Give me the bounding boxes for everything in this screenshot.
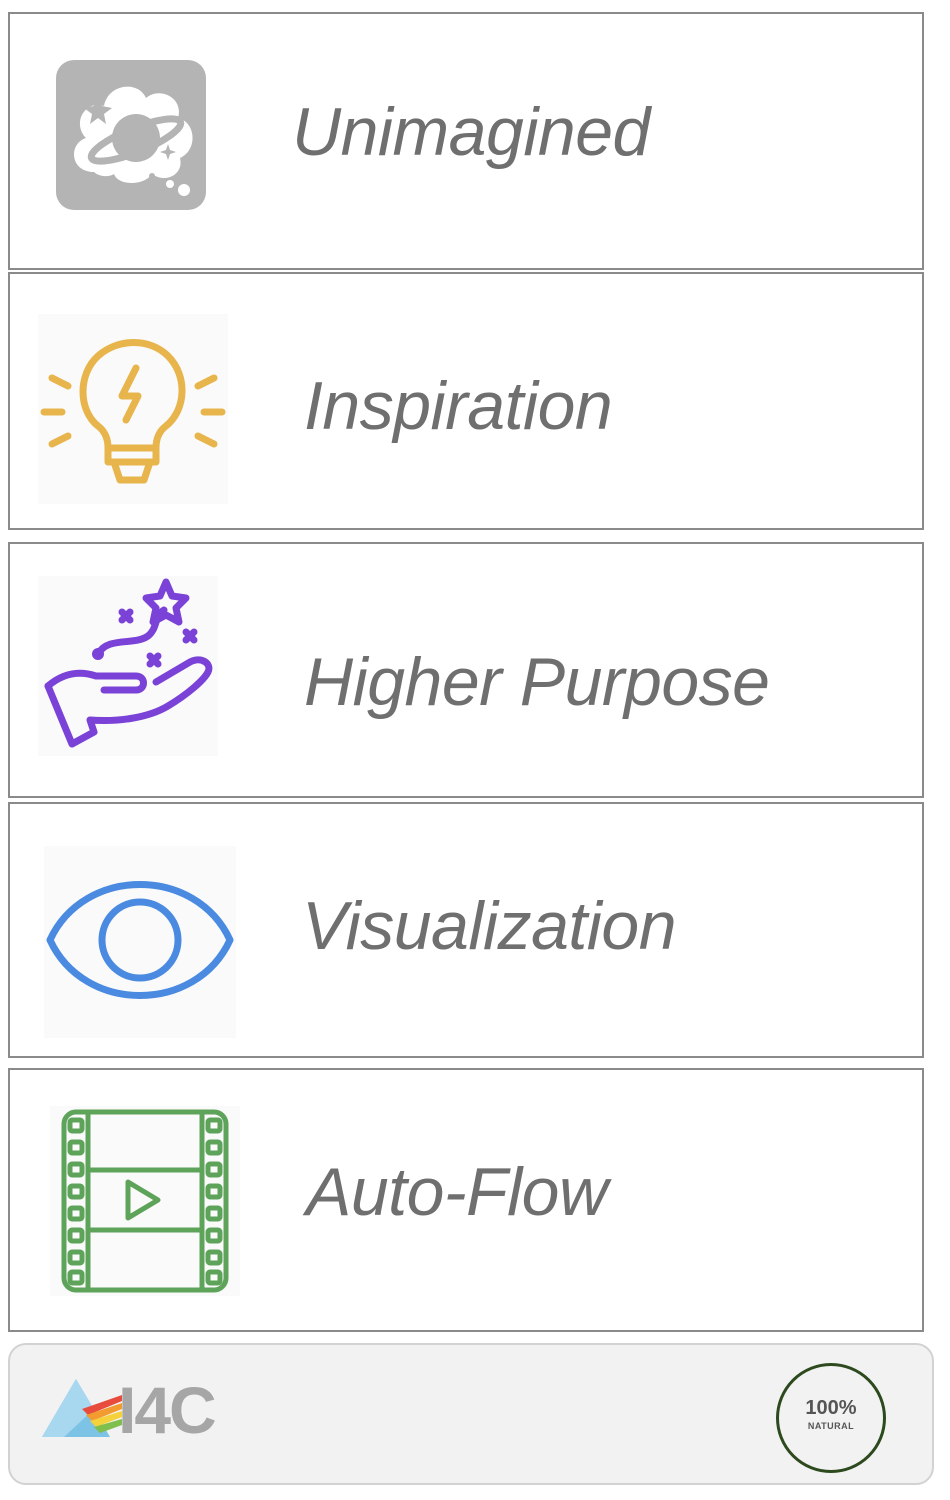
natural-seal-badge: 100% NATURAL [776, 1363, 886, 1473]
list-item-unimagined[interactable]: Unimagined [8, 12, 924, 270]
item-label: Unimagined [292, 94, 650, 170]
item-label: Higher Purpose [304, 644, 770, 720]
item-label: Auto-Flow [306, 1154, 608, 1230]
item-label: Inspiration [304, 368, 613, 444]
hand-stars-icon [38, 576, 218, 756]
seal-subtext: NATURAL [807, 1421, 855, 1431]
lightbulb-icon [38, 314, 228, 504]
list-item-inspiration[interactable]: Inspiration [8, 272, 924, 530]
footer-bar: I4C 100% NATURAL [8, 1343, 934, 1485]
list-item-visualization[interactable]: Visualization [8, 802, 924, 1058]
list-item-auto-flow[interactable]: Auto-Flow [8, 1068, 924, 1332]
item-label: Visualization [302, 888, 677, 964]
i4c-logo[interactable]: I4C [42, 1373, 227, 1447]
list-item-higher-purpose[interactable]: Higher Purpose [8, 542, 924, 798]
film-play-icon [50, 1106, 240, 1296]
logo-text: I4C [118, 1373, 217, 1447]
prism-logo-icon [42, 1379, 122, 1437]
seal-text: 100% [805, 1397, 857, 1419]
eye-icon [44, 846, 236, 1038]
planet-cloud-icon [56, 60, 206, 210]
